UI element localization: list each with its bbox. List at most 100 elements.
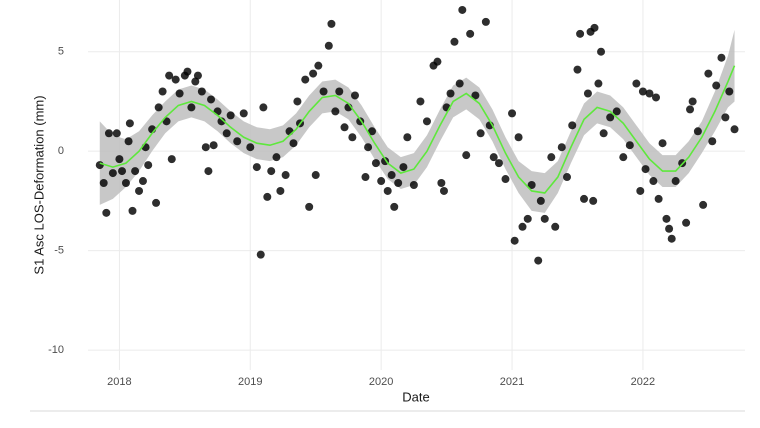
data-point bbox=[704, 69, 713, 78]
data-point bbox=[281, 171, 290, 180]
data-point bbox=[597, 47, 606, 56]
data-point bbox=[209, 141, 218, 150]
y-tick-label: 5 bbox=[58, 46, 64, 58]
data-point bbox=[285, 127, 294, 136]
data-point bbox=[606, 113, 615, 122]
data-point bbox=[686, 105, 695, 114]
data-point bbox=[682, 218, 691, 227]
data-point bbox=[547, 153, 556, 162]
data-point bbox=[658, 139, 667, 148]
data-point bbox=[207, 95, 216, 104]
data-point bbox=[331, 107, 340, 116]
data-point bbox=[563, 173, 572, 182]
data-point bbox=[171, 75, 180, 84]
data-point bbox=[446, 89, 455, 98]
data-point bbox=[222, 129, 231, 138]
data-point bbox=[662, 214, 671, 223]
smooth-line bbox=[99, 65, 736, 194]
data-point bbox=[239, 109, 248, 118]
data-point bbox=[115, 155, 124, 164]
data-point bbox=[725, 87, 734, 96]
data-point bbox=[510, 236, 519, 245]
data-point bbox=[95, 161, 104, 170]
data-point bbox=[573, 65, 582, 74]
data-point bbox=[324, 41, 333, 50]
data-point bbox=[699, 200, 708, 209]
data-point bbox=[335, 87, 344, 96]
data-point bbox=[197, 87, 206, 96]
data-point bbox=[619, 153, 628, 162]
data-point bbox=[314, 61, 323, 70]
data-point bbox=[717, 53, 726, 62]
data-point bbox=[654, 194, 663, 203]
data-point bbox=[501, 175, 510, 184]
data-point bbox=[476, 129, 485, 138]
data-point bbox=[154, 103, 163, 112]
data-point bbox=[118, 167, 127, 176]
data-point bbox=[289, 139, 298, 148]
data-point bbox=[437, 179, 446, 188]
data-point bbox=[152, 198, 161, 207]
data-point bbox=[135, 186, 144, 195]
data-point bbox=[590, 23, 599, 32]
data-point bbox=[252, 163, 261, 172]
data-point bbox=[167, 155, 176, 164]
data-point bbox=[108, 169, 117, 178]
data-point bbox=[187, 103, 196, 112]
y-tick-label: -10 bbox=[48, 344, 64, 356]
data-point bbox=[508, 109, 517, 118]
data-point bbox=[671, 177, 680, 186]
data-point bbox=[377, 177, 386, 186]
data-point bbox=[301, 75, 310, 84]
data-point bbox=[489, 153, 498, 162]
data-point bbox=[409, 181, 418, 189]
data-point bbox=[309, 69, 318, 78]
data-point bbox=[594, 79, 603, 88]
x-tick-label: 2020 bbox=[369, 376, 393, 388]
data-point bbox=[327, 19, 336, 28]
data-point bbox=[390, 202, 399, 211]
data-point bbox=[246, 143, 255, 152]
data-point bbox=[226, 111, 235, 120]
data-point bbox=[272, 153, 281, 162]
data-point bbox=[121, 179, 130, 188]
smooth-line-layer bbox=[99, 65, 736, 194]
data-point bbox=[665, 224, 674, 233]
data-point bbox=[645, 89, 654, 98]
data-point bbox=[632, 79, 641, 88]
data-point bbox=[730, 125, 739, 134]
data-point bbox=[568, 121, 577, 130]
data-point bbox=[348, 133, 357, 142]
y-tick-label: 0 bbox=[58, 145, 64, 157]
data-point bbox=[233, 137, 242, 146]
data-point bbox=[276, 186, 285, 195]
data-point bbox=[387, 171, 396, 180]
data-point bbox=[125, 119, 134, 128]
data-point bbox=[612, 107, 621, 116]
data-point bbox=[319, 87, 328, 96]
data-point bbox=[267, 167, 276, 176]
data-point bbox=[361, 173, 370, 182]
data-point bbox=[144, 161, 153, 170]
data-point bbox=[364, 143, 373, 152]
confidence-band bbox=[99, 29, 735, 213]
x-axis-title: Date bbox=[402, 389, 429, 404]
data-point bbox=[183, 67, 192, 76]
data-point bbox=[165, 71, 174, 80]
data-point bbox=[557, 143, 566, 152]
data-point bbox=[394, 179, 403, 188]
data-point bbox=[523, 214, 532, 223]
data-point bbox=[458, 5, 467, 14]
y-tick-label: -5 bbox=[54, 245, 64, 257]
data-point bbox=[204, 167, 213, 176]
data-point bbox=[256, 250, 265, 259]
data-point bbox=[721, 113, 730, 122]
data-point bbox=[576, 29, 585, 38]
data-point bbox=[217, 117, 226, 126]
x-tick-label: 2018 bbox=[107, 376, 131, 388]
data-point bbox=[481, 17, 490, 26]
data-point bbox=[551, 222, 560, 231]
data-point bbox=[104, 129, 113, 138]
data-point bbox=[340, 123, 349, 132]
